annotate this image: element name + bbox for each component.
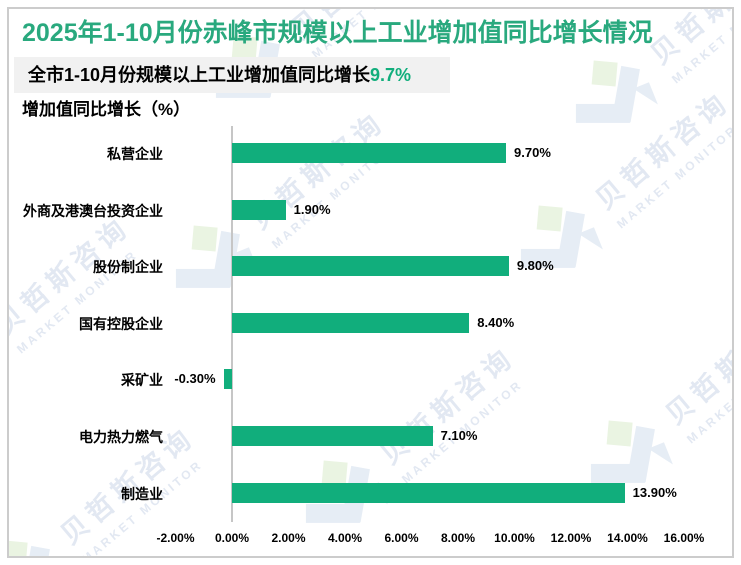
x-axis-tick-label: 2.00% — [271, 531, 306, 545]
subtitle-text: 全市1-10月份规模以上工业增加值同比增长 — [28, 65, 371, 85]
subtitle-highlight-value: 9.7% — [370, 65, 412, 85]
category-label: 外商及港澳台投资企业 — [23, 202, 163, 219]
page-title: 2025年1-10月份赤峰市规模以上工业增加值同比增长情况 — [22, 19, 653, 47]
value-label: 7.10% — [440, 428, 478, 443]
data-bar — [232, 426, 433, 446]
value-axis-title: 增加值同比增长（%） — [22, 100, 191, 119]
x-axis-tick-label: 14.00% — [607, 531, 648, 545]
data-bar — [232, 143, 507, 163]
category-label: 制造业 — [121, 485, 163, 502]
data-bar — [232, 312, 470, 333]
data-bar — [232, 482, 625, 503]
value-label: 9.70% — [514, 145, 551, 160]
data-bar — [232, 256, 509, 277]
x-axis-tick-label: 10.00% — [494, 531, 535, 545]
x-axis-tick-label: 4.00% — [327, 531, 363, 545]
data-bar — [223, 369, 232, 390]
x-axis-tick-label: -2.00% — [156, 531, 195, 545]
x-axis-tick-label: 6.00% — [384, 531, 419, 545]
category-label: 国有控股企业 — [79, 315, 163, 332]
x-axis-tick-label: 16.00% — [663, 531, 705, 545]
x-axis-tick-label: 12.00% — [550, 531, 592, 545]
value-label: 8.40% — [477, 314, 515, 330]
data-bar — [232, 199, 286, 220]
category-label: 电力热力燃气 — [79, 429, 163, 445]
value-label: 13.90% — [632, 484, 677, 500]
category-label: 股份制企业 — [93, 259, 163, 276]
value-label: 9.80% — [516, 258, 554, 274]
x-axis-tick-label: 8.00% — [440, 531, 476, 545]
category-label: 私营企业 — [107, 146, 163, 162]
value-label: 1.90% — [293, 201, 331, 217]
value-label: -0.30% — [174, 371, 216, 387]
category-label: 采矿业 — [121, 372, 163, 389]
subtitle-banner: 全市1-10月份规模以上工业增加值同比增长9.7% — [14, 57, 450, 93]
x-axis-tick-label: 0.00% — [214, 531, 250, 545]
